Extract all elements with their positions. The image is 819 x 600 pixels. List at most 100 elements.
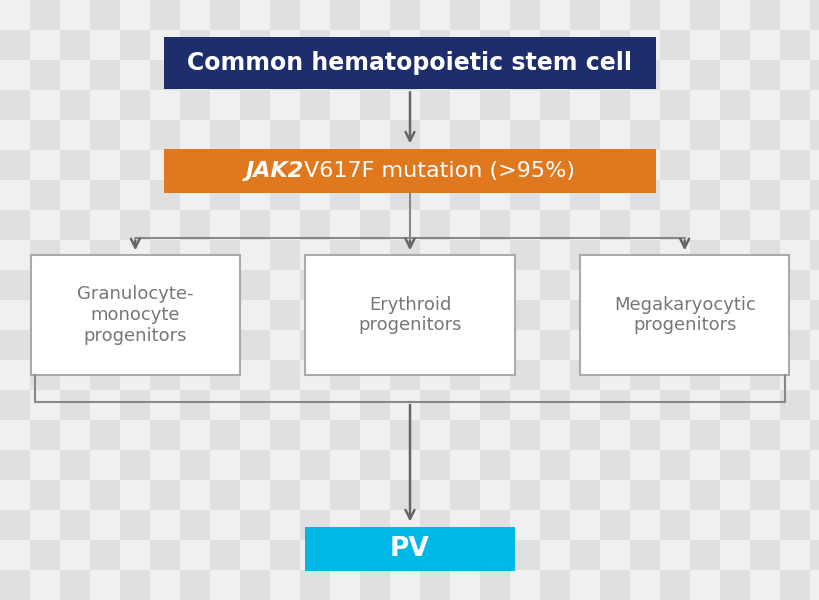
Bar [60,330,90,360]
Bar [390,450,419,480]
Bar [659,570,689,600]
Bar [240,150,269,180]
Bar [600,180,629,210]
Bar [30,270,60,300]
Bar [629,510,659,540]
Bar [0,270,30,300]
Bar [180,270,210,300]
Bar [629,150,659,180]
Bar [269,0,300,30]
Bar [540,0,569,30]
Bar [450,30,479,60]
Bar [450,510,479,540]
Bar [779,300,809,330]
Bar [180,240,210,270]
Bar [240,390,269,420]
Bar [300,450,329,480]
Bar [329,120,360,150]
Bar [0,360,30,390]
Bar [150,90,180,120]
Bar [779,510,809,540]
Bar [509,480,540,510]
Bar [600,570,629,600]
Bar [180,390,210,420]
Bar [210,570,240,600]
Bar [164,149,655,193]
Bar [30,360,60,390]
Bar [450,0,479,30]
Bar [329,60,360,90]
Bar [240,300,269,330]
Bar [120,360,150,390]
Bar [809,150,819,180]
Bar [120,240,150,270]
Bar [749,510,779,540]
Bar [629,120,659,150]
Bar [90,0,120,30]
Bar [60,420,90,450]
Bar [659,480,689,510]
Bar [120,570,150,600]
Bar [300,60,329,90]
Bar [210,180,240,210]
Bar [300,360,329,390]
Bar [210,270,240,300]
Bar [150,120,180,150]
Bar [450,420,479,450]
Bar [90,420,120,450]
Bar [809,510,819,540]
Bar [210,120,240,150]
Bar [509,30,540,60]
Bar [540,150,569,180]
Bar [210,360,240,390]
Bar [659,150,689,180]
Bar [629,300,659,330]
Bar [809,30,819,60]
Bar [329,300,360,330]
Bar [749,570,779,600]
Bar [719,390,749,420]
Bar [269,180,300,210]
Bar [569,300,600,330]
Bar [300,180,329,210]
Bar [540,450,569,480]
Bar [150,240,180,270]
Bar [419,30,450,60]
Bar [300,390,329,420]
Bar [329,30,360,60]
Bar [629,0,659,30]
Bar [689,390,719,420]
Bar [90,240,120,270]
Bar [269,120,300,150]
Bar [540,480,569,510]
Bar [809,390,819,420]
Bar [509,150,540,180]
Bar [0,210,30,240]
Bar [180,90,210,120]
Bar [749,240,779,270]
Bar [540,180,569,210]
Bar [509,450,540,480]
Bar [479,240,509,270]
Bar [120,0,150,30]
Bar [390,360,419,390]
Text: JAK2: JAK2 [245,161,303,181]
Bar [180,360,210,390]
Bar [689,540,719,570]
Bar [419,390,450,420]
Bar [360,300,390,330]
Bar [689,0,719,30]
Bar [240,420,269,450]
Bar [719,480,749,510]
Bar [600,60,629,90]
Bar [479,390,509,420]
Bar [719,270,749,300]
Bar [240,120,269,150]
Bar [269,570,300,600]
Bar [479,540,509,570]
Bar [120,390,150,420]
Bar [719,510,749,540]
Bar [0,90,30,120]
Bar [210,150,240,180]
Bar [629,60,659,90]
